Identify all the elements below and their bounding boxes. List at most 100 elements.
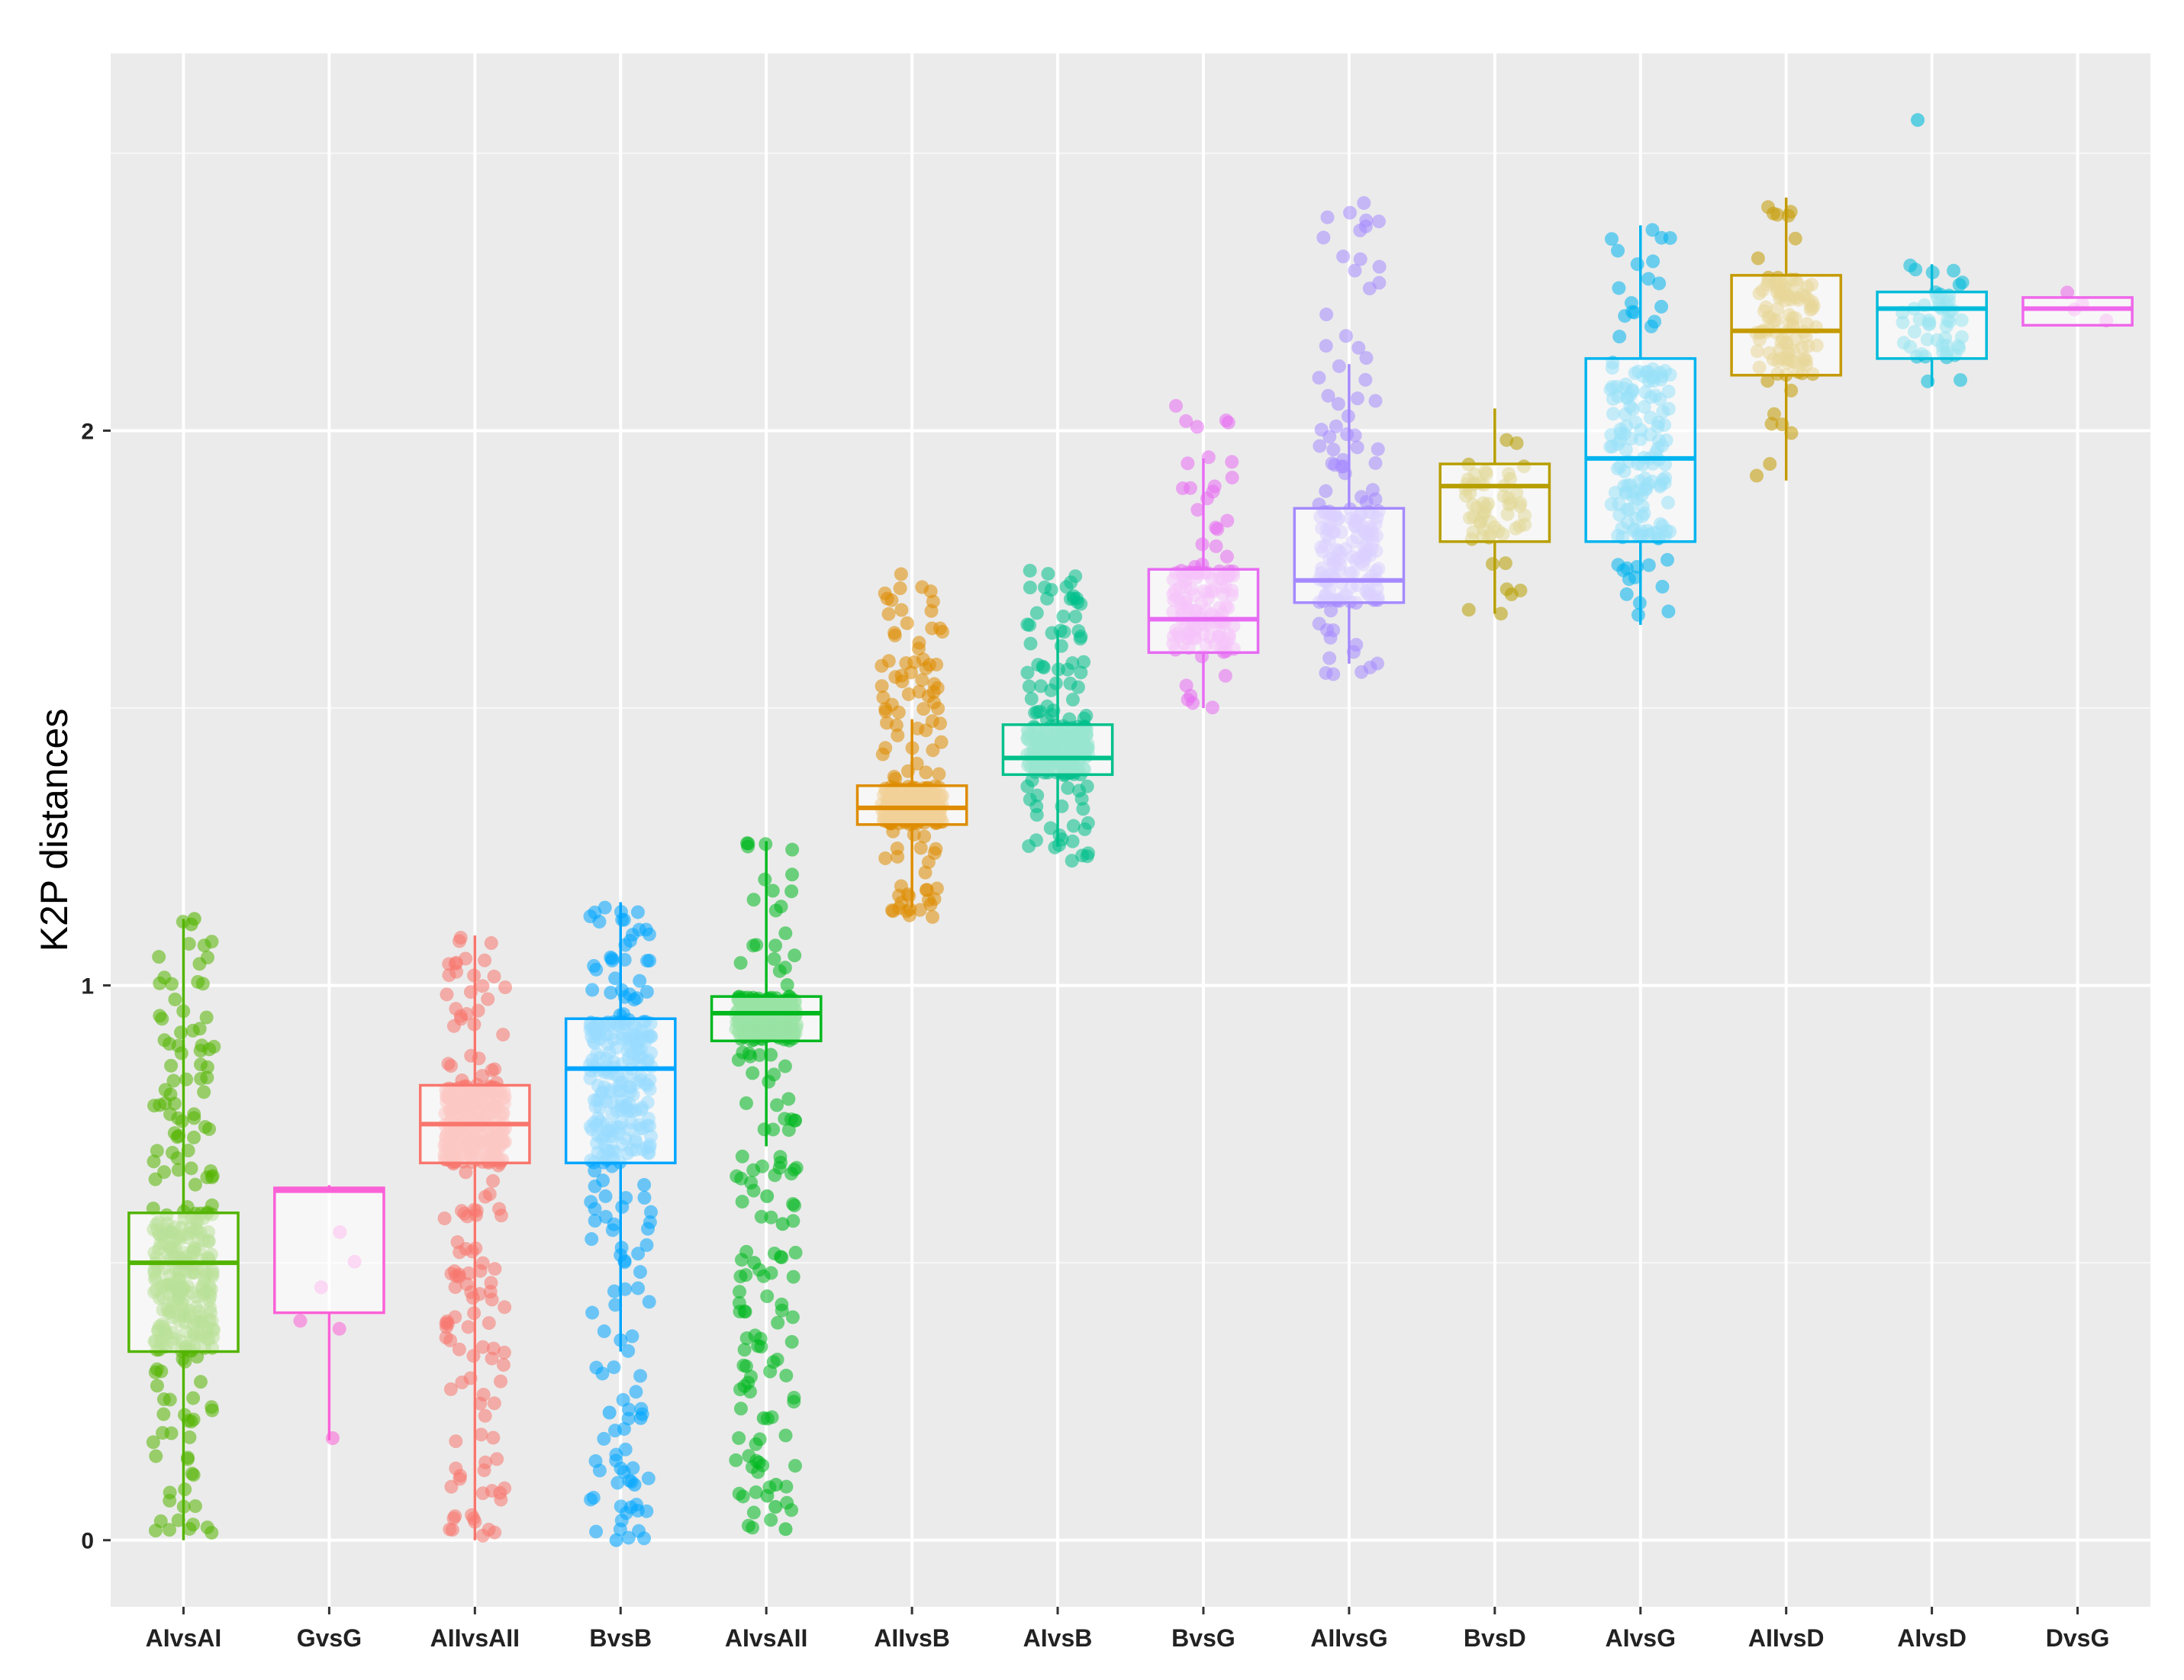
jitter-point — [1073, 632, 1087, 646]
jitter-point — [1336, 249, 1351, 264]
jitter-point — [630, 991, 644, 1006]
jitter-point — [1065, 834, 1080, 848]
jitter-point — [933, 716, 948, 731]
jitter-point — [637, 1178, 652, 1192]
jitter-point — [935, 625, 949, 639]
jitter-point — [621, 1344, 636, 1358]
jitter-point — [760, 1289, 775, 1304]
jitter-point — [1029, 808, 1044, 822]
jitter-point — [739, 1096, 753, 1110]
box-AIIvsAII — [418, 935, 531, 1540]
jitter-point — [926, 695, 941, 710]
jitter-point — [735, 1149, 749, 1163]
jitter-point — [915, 673, 929, 687]
jitter-point — [443, 1382, 458, 1396]
jitter-point — [643, 1215, 657, 1229]
jitter-point — [739, 1331, 754, 1346]
jitter-point — [588, 1202, 602, 1216]
jitter-point — [588, 1214, 602, 1228]
jitter-point — [1209, 539, 1223, 553]
outlier-point — [609, 1533, 623, 1547]
jitter-point — [733, 1402, 748, 1416]
jitter-point — [784, 1112, 798, 1127]
x-tick-label: AIIvsG — [1310, 1624, 1387, 1652]
jitter-point — [1020, 617, 1035, 632]
jitter-point — [205, 1525, 219, 1540]
jitter-point — [150, 1362, 164, 1376]
jitter-point — [1219, 413, 1233, 427]
jitter-point — [733, 956, 748, 970]
jitter-point — [494, 1209, 508, 1223]
box-AIvsAII — [710, 841, 823, 1147]
jitter-point — [1319, 666, 1333, 681]
jitter-point — [779, 1479, 794, 1494]
jitter-point — [152, 950, 166, 964]
jitter-point — [168, 992, 182, 1006]
outlier-point — [768, 1500, 783, 1514]
jitter-point — [623, 934, 637, 948]
jitter-point — [787, 1163, 801, 1177]
jitter-point — [923, 584, 938, 599]
jitter-point — [459, 1241, 473, 1256]
jitter-point — [1065, 656, 1080, 671]
jitter-point — [912, 684, 926, 699]
jitter-point — [585, 1232, 599, 1247]
jitter-point — [741, 839, 755, 854]
jitter-point — [1076, 802, 1090, 816]
jitter-point — [622, 1402, 636, 1417]
outlier-point — [760, 1189, 775, 1203]
jitter-point — [617, 1465, 631, 1479]
y-axis-title: K2P distances — [33, 709, 76, 952]
jitter-point — [1513, 583, 1528, 597]
jitter-point — [592, 915, 607, 929]
jitter-point — [164, 1058, 179, 1073]
jitter-point — [1329, 419, 1343, 433]
y-tick-label: 0 — [81, 1529, 94, 1554]
jitter-point — [744, 1176, 759, 1190]
iqr-box — [127, 1211, 240, 1353]
jitter-point — [1485, 557, 1499, 571]
jitter-point — [1068, 569, 1083, 584]
jitter-point — [1338, 329, 1353, 343]
jitter-point — [1190, 503, 1205, 517]
jitter-point — [919, 661, 933, 675]
jitter-point — [1749, 468, 1764, 483]
boxes — [127, 198, 2134, 1540]
jitter-point — [1065, 693, 1080, 707]
jitter-point — [1630, 257, 1644, 272]
jitter-point — [482, 1522, 496, 1537]
jitter-point — [1181, 456, 1195, 471]
jitter-point — [446, 1511, 461, 1526]
x-tick-label: AIvsB — [1023, 1624, 1093, 1652]
jitter-point — [205, 1170, 219, 1185]
jitter-point — [631, 1247, 646, 1261]
jitter-point — [171, 1111, 185, 1125]
jitter-point — [1663, 230, 1677, 245]
jitter-point — [788, 1459, 803, 1473]
jitter-point — [475, 1256, 490, 1270]
jitter-point — [758, 872, 772, 887]
jitter-point — [771, 1315, 785, 1330]
jitter-point — [588, 1163, 602, 1178]
jitter-point — [486, 1173, 501, 1188]
jitter-point — [1077, 655, 1091, 669]
jitter-point — [875, 747, 890, 761]
jitter-point — [155, 1012, 169, 1026]
jitter-point — [891, 728, 905, 742]
jitter-point — [1660, 552, 1674, 567]
jitter-point — [1349, 638, 1364, 652]
x-tick-label: AIvsAI — [146, 1624, 222, 1652]
jitter-point — [1056, 609, 1071, 623]
jitter-point — [1324, 603, 1338, 618]
jitter-point — [643, 1205, 658, 1219]
iqr-box — [710, 995, 823, 1043]
jitter-point — [767, 1067, 781, 1082]
jitter-point — [784, 1503, 799, 1517]
jitter-point — [1342, 205, 1357, 220]
jitter-point — [490, 1452, 504, 1466]
jitter-point — [932, 767, 946, 781]
jitter-point — [625, 1329, 639, 1344]
jitter-point — [1353, 224, 1367, 238]
jitter-point — [754, 1209, 768, 1224]
iqr-box — [564, 1017, 677, 1165]
